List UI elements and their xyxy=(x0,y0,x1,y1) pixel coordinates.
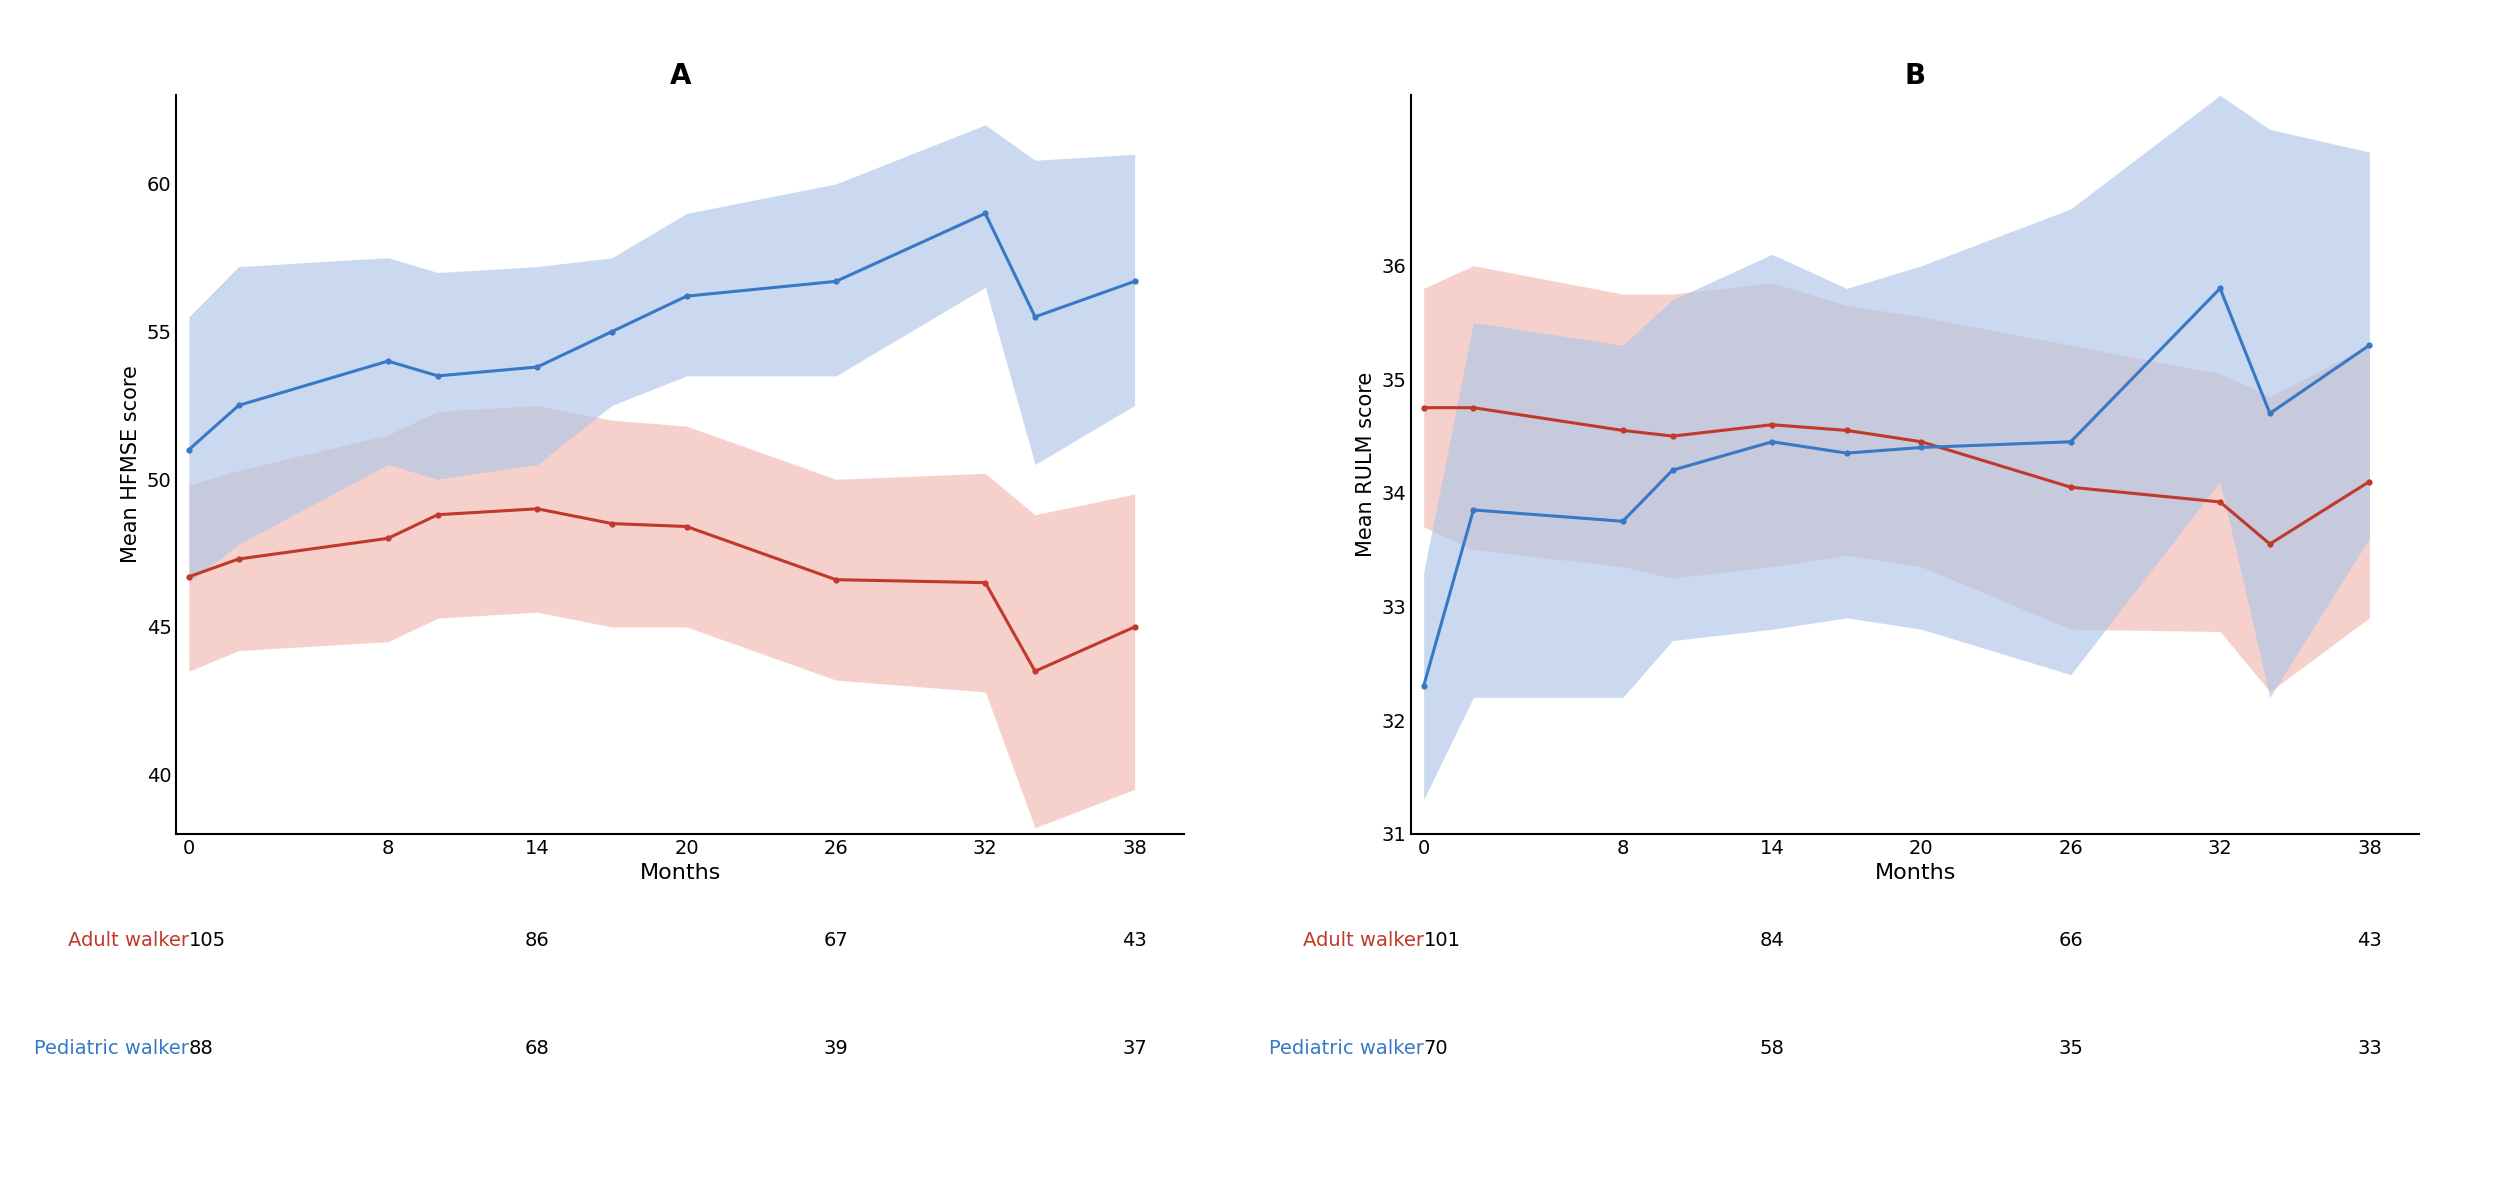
Text: 86: 86 xyxy=(524,931,549,950)
X-axis label: Months: Months xyxy=(1875,863,1956,883)
Text: 37: 37 xyxy=(1121,1039,1147,1058)
Text: 66: 66 xyxy=(2059,931,2084,950)
Title: B: B xyxy=(1905,62,1925,91)
Text: 43: 43 xyxy=(1121,931,1147,950)
Text: 70: 70 xyxy=(1424,1039,1449,1058)
Text: 43: 43 xyxy=(2356,931,2381,950)
Text: Adult walker: Adult walker xyxy=(1303,931,1424,950)
Text: 67: 67 xyxy=(824,931,849,950)
Text: 105: 105 xyxy=(189,931,227,950)
Text: Adult walker: Adult walker xyxy=(68,931,189,950)
Text: 84: 84 xyxy=(1759,931,1784,950)
Text: 101: 101 xyxy=(1424,931,1462,950)
Title: A: A xyxy=(670,62,690,91)
X-axis label: Months: Months xyxy=(640,863,721,883)
Y-axis label: Mean RULM score: Mean RULM score xyxy=(1356,372,1376,557)
Text: 39: 39 xyxy=(824,1039,849,1058)
Text: 33: 33 xyxy=(2356,1039,2381,1058)
Y-axis label: Mean HFMSE score: Mean HFMSE score xyxy=(121,366,141,563)
Text: Pediatric walker: Pediatric walker xyxy=(1268,1039,1424,1058)
Text: 58: 58 xyxy=(1759,1039,1784,1058)
Text: Pediatric walker: Pediatric walker xyxy=(33,1039,189,1058)
Text: 68: 68 xyxy=(524,1039,549,1058)
Text: 88: 88 xyxy=(189,1039,214,1058)
Text: 35: 35 xyxy=(2059,1039,2084,1058)
